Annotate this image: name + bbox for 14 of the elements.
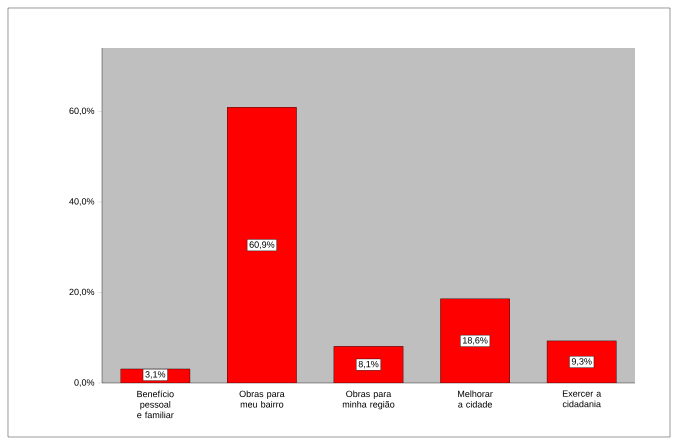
x-tick-label: Benefício pessoal e familiar [137,390,174,418]
y-tick-label: 20,0% [69,288,94,296]
x-tick-label: Obras para meu bairro [240,390,285,408]
y-tick-label: 0,0% [74,379,94,387]
data-label: 8,1% [358,360,378,368]
data-label: 9,3% [572,358,592,366]
y-tick-label: 60,0% [69,108,94,116]
data-label: 3,1% [145,371,166,379]
y-tick-label: 40,0% [69,198,94,206]
x-tick-label: Obras para minha região [342,390,394,410]
x-tick-label: Melhorar a cidade [458,390,493,408]
data-label: 60,9% [250,241,274,249]
x-tick-label: Exercer a cidadania [562,390,602,408]
data-label: 18,6% [463,337,488,345]
